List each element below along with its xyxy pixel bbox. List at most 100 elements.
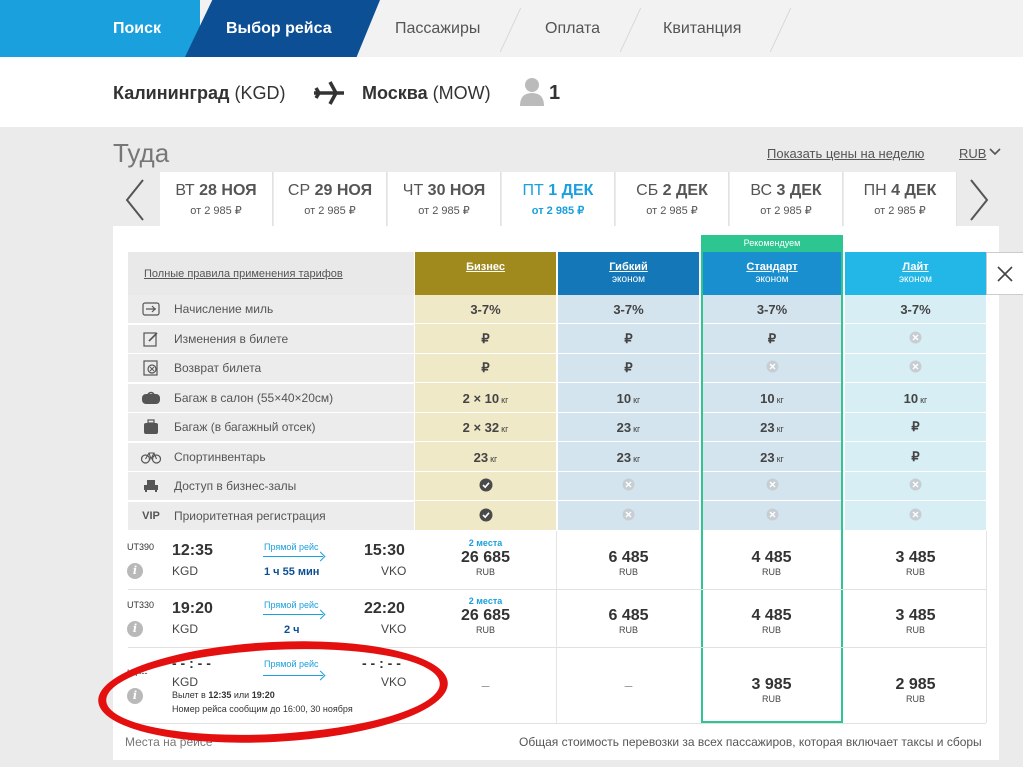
column-divider [556,531,557,723]
not-included-icon [909,508,922,524]
next-dates-arrow-icon[interactable] [968,178,990,222]
price-footnote: Общая стоимость перевозки за всех пассаж… [519,735,982,749]
flight-info-icon[interactable]: i [127,688,143,704]
price-standard[interactable]: 4 485 RUB [751,607,792,635]
feature-value-cell [558,472,699,501]
date-tab[interactable]: ВС 3 ДЕК от 2 985 ₽ [730,172,843,226]
price-flex[interactable]: 6 485 RUB [608,549,649,577]
price-business[interactable]: 2 места 26 685 RUB [461,596,510,635]
feature-value-cell: ₽ [845,413,986,442]
bicycle-icon [128,450,174,464]
feature-label: Багаж в салон (55×40×20см) [174,391,334,405]
feature-row: Начисление миль [128,295,414,324]
feature-value-cell: 3-7% [415,295,556,324]
fare-header-business[interactable]: Бизнес [415,252,556,295]
flight-number: UT390 [127,542,155,552]
feature-row: Возврат билета [128,354,414,383]
feature-value: ₽ [911,449,920,464]
feature-value-cell: 2 × 32 кг [415,413,556,442]
feature-value-cell: 10 кг [701,384,843,413]
date-tab[interactable]: ВТ 28 НОЯ от 2 985 ₽ [160,172,273,226]
flight-duration: 1 ч 55 мин [264,566,320,578]
price-standard[interactable]: 3 985 RUB [751,676,792,704]
feature-value-cell: ₽ [415,354,556,383]
chevron-down-icon[interactable] [989,148,1001,156]
feature-value: 23 кг [473,449,498,465]
flight-info-icon[interactable]: i [127,621,143,637]
departure-time: 19:20 [172,600,213,617]
not-included-icon [909,478,922,494]
flight-number-notice: Номер рейса сообщим до 16:00, 30 ноября [172,704,353,714]
flight-info-icon[interactable]: i [127,563,143,579]
close-icon[interactable] [987,253,1023,294]
not-included-icon [909,331,922,347]
currency-select[interactable]: RUB [959,146,987,161]
price-lite[interactable]: 3 485 RUB [895,549,936,577]
price-flex-unavailable: – [624,677,633,693]
feature-value: 23 кг [760,419,784,435]
carry-on-icon [128,391,174,405]
feature-value: ₽ [481,331,490,346]
recommended-column-border [701,252,843,723]
footer-left-text: Места на рейсе [125,735,213,749]
show-week-prices-link[interactable]: Показать цены на неделю [767,146,925,161]
fare-header-standard[interactable]: Стандарт эконом [701,252,843,295]
flight-type: Прямой рейс [264,659,319,669]
fare-header-lite[interactable]: Лайт эконом [845,252,986,295]
fare-rules-link[interactable]: Полные правила применения тарифов [128,252,414,295]
feature-value: 3-7% [613,301,644,317]
step-choose-flight[interactable]: Выбор рейса [226,19,332,37]
feature-value: 10 кг [616,390,641,406]
feature-row: VIP Приоритетная регистрация [128,502,414,531]
feature-value: 3-7% [900,301,931,317]
date-tab[interactable]: ЧТ 30 НОЯ от 2 985 ₽ [388,172,501,226]
feature-value: 2 × 32 кг [462,419,509,435]
price-lite[interactable]: 3 485 RUB [895,607,936,635]
feature-value: 10 кг [760,390,784,406]
step-choose-bg [185,0,380,57]
price-flex[interactable]: 6 485 RUB [608,607,649,635]
close-tariffs-button[interactable] [986,252,1023,295]
step-search-bg [0,0,200,57]
price-lite[interactable]: 2 985 RUB [895,676,936,704]
miles-icon [128,302,174,316]
feature-value-cell: 3-7% [701,295,843,324]
plane-icon [314,81,344,105]
feature-value-cell [845,502,986,531]
arrival-time: - - : - - [362,655,401,671]
departure-airport: KGD [172,564,199,578]
luggage-icon [128,419,174,435]
feature-value-cell: 23 кг [558,413,699,442]
date-tab-selected[interactable]: ПТ 1 ДЕК от 2 985 ₽ [502,172,615,228]
date-tab[interactable]: СР 29 НОЯ от 2 985 ₽ [274,172,387,226]
departure-airport: KGD [172,622,199,636]
feature-value-cell: ₽ [558,325,699,354]
recommended-column-border-bottom [701,721,843,723]
feature-value-cell: ₽ [558,354,699,383]
feature-value: ₽ [767,331,777,346]
feature-value: 23 кг [616,449,641,465]
feature-label: Начисление миль [174,302,274,316]
feature-value: 3-7% [470,301,501,317]
feature-value: ₽ [624,331,633,346]
date-tab[interactable]: СБ 2 ДЕК от 2 985 ₽ [616,172,729,226]
lounge-icon [128,479,174,493]
fare-header-flex[interactable]: Гибкий эконом [558,252,699,295]
flight-type: Прямой рейс [264,600,319,610]
row-divider [128,647,986,648]
price-standard[interactable]: 4 485 RUB [751,549,792,577]
feature-value-cell: ₽ [701,325,843,354]
flight-arrow-icon [263,675,323,676]
included-check-icon [479,508,493,525]
feature-label: Изменения в билете [174,332,289,346]
feature-label: Спортинвентарь [174,450,266,464]
vip-icon: VIP [142,510,160,522]
prev-dates-arrow-icon[interactable] [124,178,146,222]
price-business[interactable]: 2 места 26 685 RUB [461,538,510,577]
step-search[interactable]: Поиск [113,19,162,37]
step-receipt: Квитанция [663,19,742,37]
feature-row: Багаж (в багажный отсек) [128,413,414,442]
feature-value: 2 × 10 кг [462,390,509,406]
price-business-unavailable: – [481,677,490,693]
date-tab[interactable]: ПН 4 ДЕК от 2 985 ₽ [844,172,957,226]
